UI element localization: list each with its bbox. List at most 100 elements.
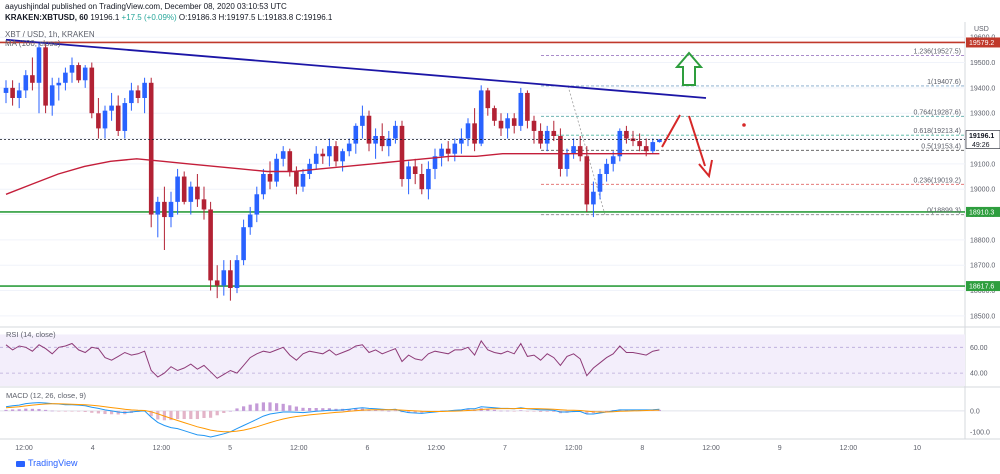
- macd-histogram-bar: [215, 410, 219, 416]
- macd-histogram-bar: [486, 409, 490, 411]
- time-tick-label: 12:00: [153, 445, 171, 452]
- candle-body: [181, 176, 187, 202]
- price-tick-label: 18800.0: [970, 237, 995, 244]
- price-axis[interactable]: 19600.019500.019400.019300.019200.019100…: [0, 35, 1000, 437]
- candle-body: [96, 113, 101, 129]
- macd-histogram-bar: [209, 410, 213, 418]
- macd-histogram-bar: [354, 408, 358, 411]
- candle-body: [241, 227, 246, 261]
- candle-body: [558, 136, 563, 169]
- macd-histogram-bar: [195, 410, 199, 420]
- ma-line: [5, 153, 660, 195]
- grid: [0, 22, 1000, 440]
- macd-histogram-bar: [77, 410, 81, 412]
- level-price-box: [966, 206, 1000, 217]
- fibonacci-retracement[interactable]: 1.236(19527.5) 1(19407.6) 0.764(19287.6) 0.…: [541, 49, 965, 216]
- macd-histogram-bar: [308, 408, 312, 411]
- candle-body: [432, 156, 438, 169]
- candle-body: [221, 270, 227, 286]
- macd-histogram-bar: [37, 409, 41, 411]
- macd-histogram-bar: [327, 408, 331, 411]
- descending-trendline: [5, 38, 707, 99]
- candle-body: [597, 174, 603, 192]
- symbol-row: KRAKEN:XBTUSD, 60 19196.1 +17.5 (+0.09%)…: [5, 13, 332, 22]
- candles: [3, 42, 662, 301]
- macd-histogram-bar: [242, 406, 246, 411]
- macd-histogram-bar: [499, 410, 503, 412]
- candle-body: [459, 138, 464, 144]
- candle-body: [360, 115, 365, 126]
- macd-histogram-bar: [605, 410, 609, 412]
- candle-body: [492, 108, 497, 121]
- macd-histogram-bar: [506, 410, 510, 412]
- macd-histogram-bar: [374, 410, 378, 411]
- level-price-label: 18617.6: [969, 284, 994, 291]
- candle-body: [122, 103, 128, 131]
- candle-body: [89, 67, 95, 114]
- macd-histogram-bar: [301, 407, 305, 411]
- price-tick-label: 18700.0: [970, 263, 995, 270]
- candle-body: [373, 136, 378, 144]
- rsi-pane: RSI (14, close): [5, 330, 660, 379]
- macd-histogram-bar: [525, 410, 529, 412]
- currency-label: USD: [974, 26, 989, 33]
- macd-histogram-bar: [156, 410, 160, 420]
- candle-body: [505, 118, 510, 129]
- macd-title: MACD (12, 26, close, 9): [6, 391, 87, 400]
- candle-body: [3, 87, 9, 93]
- trendline[interactable]: [5, 38, 707, 99]
- time-tick-label: 12:00: [15, 445, 33, 452]
- time-tick-label: 12:00: [702, 445, 720, 452]
- candle-body: [247, 214, 253, 228]
- macd-histogram-bar: [420, 410, 424, 413]
- macd-histogram-bar: [255, 403, 259, 411]
- candle-body: [531, 120, 537, 131]
- macd-histogram-bar: [116, 410, 120, 415]
- fib-label: 0.764(19287.6): [914, 109, 961, 116]
- candle-body: [643, 146, 649, 152]
- projection-down-leg: [688, 115, 706, 167]
- macd-histogram-bar: [248, 404, 252, 411]
- macd-histogram-bar: [512, 410, 516, 412]
- candle-body: [82, 67, 88, 81]
- arrow-up-icon: [674, 51, 704, 86]
- candle-body: [518, 92, 524, 126]
- candle-body: [657, 139, 662, 143]
- candle-body: [426, 168, 431, 190]
- candle-body: [287, 151, 293, 172]
- projection-drawing[interactable]: [661, 51, 746, 179]
- tradingview-brand[interactable]: TradingView: [16, 458, 78, 468]
- candle-body: [452, 143, 458, 154]
- candle-body: [445, 148, 451, 154]
- macd-histogram-bar: [598, 410, 602, 412]
- rsi-title: RSI (14, close): [6, 330, 56, 339]
- time-tick-label: 9: [778, 445, 782, 452]
- level-price-box: [966, 281, 1000, 292]
- candle-body: [525, 92, 530, 121]
- candle-body: [102, 110, 108, 129]
- macd-histogram-bar: [321, 408, 325, 411]
- rsi-line: [5, 339, 660, 379]
- macd-histogram-bar: [519, 410, 523, 411]
- projection-arrowhead: [698, 159, 713, 179]
- macd-histogram-bar: [11, 409, 15, 411]
- macd-line: [5, 402, 660, 438]
- macd-histogram-bar: [288, 405, 292, 411]
- macd-histogram-bar: [492, 409, 496, 411]
- candle-body: [234, 260, 240, 288]
- macd-histogram-bar: [149, 410, 153, 417]
- macd-histogram-bar: [182, 410, 186, 420]
- price-tick-label: 19400.0: [970, 85, 995, 92]
- level-price-label: 19579.2: [969, 40, 994, 47]
- price-change: +17.5 (+0.09%): [121, 13, 177, 22]
- candle-body: [300, 174, 306, 187]
- tradingview-logo-icon: [16, 460, 25, 467]
- candle-body: [16, 90, 22, 98]
- time-axis[interactable]: 12:00 4 12:00 5 12:00 6 12:00 7 12:00 8 12:00 9 12:0…: [15, 445, 921, 452]
- symbol-name: KRAKEN:XBTUSD, 60: [5, 13, 89, 22]
- time-tick-label: 12:00: [427, 445, 445, 452]
- candle-body: [142, 82, 147, 98]
- candle-body: [109, 105, 114, 111]
- candle-body: [551, 130, 557, 136]
